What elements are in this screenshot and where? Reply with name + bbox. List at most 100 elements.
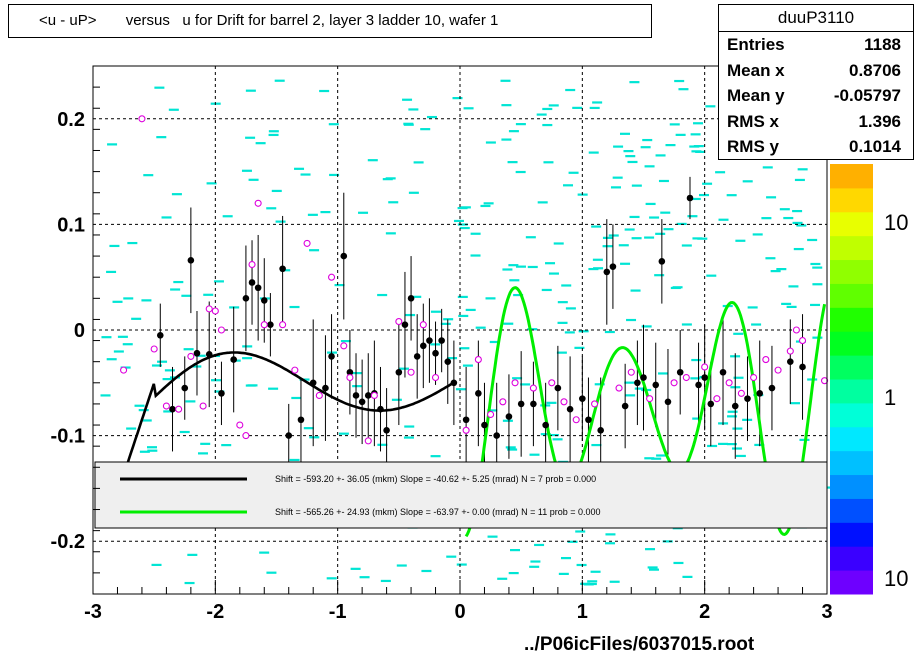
hist-cell	[557, 301, 568, 304]
hist-cell	[463, 107, 474, 110]
hist-cell	[183, 348, 194, 351]
hist-cell	[658, 372, 669, 375]
hist-cell	[651, 457, 662, 460]
profile-point	[554, 384, 562, 392]
hist-cell	[157, 360, 168, 363]
profile-point	[444, 358, 452, 365]
hist-cell	[578, 330, 589, 333]
hist-cell	[574, 346, 585, 349]
hist-cell	[718, 442, 729, 445]
hist-cell	[289, 458, 300, 462]
hist-cell	[505, 446, 516, 449]
hist-cell	[692, 417, 703, 420]
open-marker	[560, 398, 568, 406]
hist-cell	[497, 577, 508, 580]
stats-value: 1.396	[858, 111, 901, 131]
hist-cell	[604, 330, 615, 334]
hist-cell	[100, 394, 111, 397]
profile-point	[634, 379, 641, 387]
hist-cell	[127, 241, 138, 245]
hist-cell	[631, 237, 642, 240]
profile-point	[658, 258, 666, 265]
profile-point	[585, 416, 592, 424]
open-marker	[395, 318, 403, 326]
hist-cell	[300, 173, 311, 176]
hist-cell	[634, 387, 645, 390]
hist-cell	[274, 79, 285, 82]
open-marker	[725, 379, 733, 387]
hist-cell	[592, 258, 603, 261]
hist-cell	[541, 288, 552, 292]
open-marker	[236, 421, 244, 429]
open-marker	[431, 373, 440, 382]
palette-cell	[830, 355, 873, 380]
hist-cell	[268, 387, 279, 390]
stats-value: -0.05797	[833, 86, 901, 105]
open-marker	[291, 366, 299, 374]
hist-cell	[644, 236, 655, 239]
hist-cell	[309, 436, 320, 439]
hist-cell	[112, 300, 123, 303]
hist-cell	[527, 328, 538, 331]
hist-cell	[507, 448, 518, 451]
hist-cell	[377, 293, 388, 297]
hist-cell	[612, 176, 623, 179]
hist-cell	[405, 313, 416, 317]
hist-cell	[457, 223, 468, 226]
hist-cell	[106, 358, 117, 361]
open-marker	[821, 377, 829, 385]
hist-cell	[446, 555, 457, 558]
hist-cell	[627, 160, 638, 164]
hist-cell	[529, 453, 540, 456]
hist-cell	[245, 89, 256, 92]
hist-cell	[727, 415, 738, 418]
open-marker	[199, 402, 207, 410]
hist-cell	[453, 219, 464, 223]
stats-value: 0.1014	[849, 137, 901, 156]
hist-cell	[812, 336, 823, 339]
hist-cell	[352, 385, 363, 388]
hist-cell	[408, 108, 419, 111]
open-marker	[798, 337, 807, 345]
profile-point	[438, 337, 445, 344]
hist-cell	[171, 193, 182, 196]
x-tick-label: -2	[206, 601, 224, 623]
color-palette: 10 1 10	[830, 164, 908, 595]
palette-cell	[830, 164, 873, 189]
hist-cell	[726, 443, 737, 446]
palette-cell	[830, 235, 873, 261]
profile-point	[340, 252, 348, 260]
hist-cell	[732, 427, 743, 430]
hist-cell	[691, 358, 702, 362]
hist-cell	[101, 336, 112, 339]
hist-cell	[457, 295, 468, 299]
profile-point	[652, 381, 660, 389]
fit-curve-black	[126, 351, 455, 465]
hist-cell	[706, 274, 717, 277]
hist-cell	[580, 582, 591, 585]
profile-point	[621, 402, 629, 410]
hist-cell	[197, 452, 208, 455]
hist-cell	[560, 556, 571, 560]
hist-cell	[107, 143, 118, 146]
hist-cell	[458, 314, 469, 318]
hist-cell	[807, 238, 818, 242]
hist-cell	[195, 354, 206, 357]
open-marker	[340, 342, 348, 350]
profile-point	[462, 416, 470, 424]
hist-cell	[455, 388, 466, 391]
hist-cell	[147, 446, 158, 449]
hist-cell	[747, 306, 758, 309]
open-marker	[627, 368, 635, 376]
stats-value: 1188	[864, 35, 901, 54]
hist-cell	[624, 381, 635, 384]
hist-cell	[609, 580, 620, 583]
hist-cell	[543, 161, 554, 164]
hist-cell	[259, 551, 270, 554]
profile-point	[787, 358, 794, 365]
stats-row-rms-x: RMS x 1.396	[719, 109, 913, 135]
x-tick-label: 1	[577, 601, 588, 623]
plot-title: <u - uP> versus u for Drift for barrel 2…	[8, 4, 652, 38]
hist-cell	[117, 335, 128, 338]
